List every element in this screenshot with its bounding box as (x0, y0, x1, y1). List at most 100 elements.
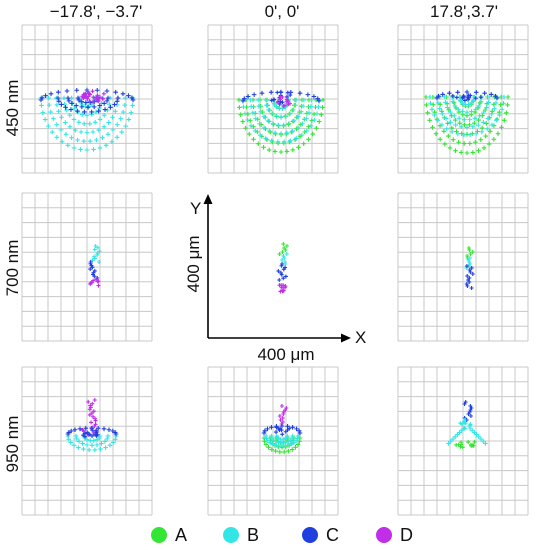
spot-marker (115, 95, 121, 101)
legend-swatch-a (151, 527, 167, 543)
spot-marker (241, 96, 247, 101)
spot-marker (283, 285, 288, 290)
spot-marker (280, 100, 285, 105)
spot-marker (483, 441, 488, 446)
spot-marker (461, 141, 467, 146)
axis-indicator: Y X 400 μm 400 μm (184, 194, 366, 364)
spot-marker (309, 97, 314, 103)
spot-marker (268, 90, 274, 95)
spot-marker (90, 129, 96, 135)
spot-marker (97, 95, 102, 100)
spot-marker (466, 412, 471, 416)
spot-marker (274, 433, 279, 439)
column-header-3: 17.8',3.7' (430, 2, 498, 21)
spot-marker (87, 138, 93, 144)
spot-marker (238, 112, 244, 117)
column-header-1: −17.8', −3.7' (50, 2, 143, 21)
spot-marker (501, 100, 506, 106)
spot-marker (110, 127, 116, 133)
spot-marker (314, 111, 320, 116)
spot-marker (280, 250, 285, 254)
spot-marker (87, 432, 92, 437)
spot-marker (314, 125, 319, 131)
spot-marker (435, 118, 441, 123)
spot-marker (278, 90, 283, 95)
spot-marker (288, 441, 294, 447)
spot-marker (295, 125, 301, 131)
spot-marker (464, 89, 470, 95)
spot-marker (281, 449, 287, 455)
spot-marker (99, 441, 104, 446)
spot-marker (312, 117, 317, 123)
spot-marker (281, 276, 286, 281)
spot-marker (453, 122, 458, 128)
spot-marker (92, 274, 97, 279)
spot-marker (478, 99, 484, 104)
spot-marker (248, 97, 253, 103)
legend-label-d: D (400, 525, 413, 545)
spot-marker (305, 92, 311, 97)
spot-marker (460, 95, 465, 100)
spot-marker (472, 116, 478, 121)
spot-marker (432, 112, 437, 118)
spot-marker (90, 401, 95, 406)
spot-marker (55, 95, 61, 101)
spot-marker (468, 408, 473, 412)
spot-marker (472, 439, 477, 444)
spot-marker (275, 90, 280, 95)
spot-marker (290, 147, 296, 153)
spot-marker (73, 433, 79, 439)
spot-marker (54, 102, 60, 108)
spot-marker (81, 446, 86, 452)
spot-marker (484, 105, 489, 110)
spot-marker (284, 130, 290, 136)
spot-marker (95, 279, 100, 284)
spot-marker (464, 109, 470, 115)
spot-marker (296, 145, 301, 150)
spot-marker (93, 418, 98, 423)
spot-marker (303, 116, 309, 121)
spot-marker (479, 129, 485, 135)
spot-marker (424, 102, 429, 108)
spot-marker (243, 125, 248, 131)
spot-marker (464, 282, 469, 286)
spot-marker (430, 124, 435, 130)
spot-marker (476, 117, 481, 123)
spot-marker (75, 137, 80, 143)
spot-marker (442, 141, 448, 147)
spot-marker (279, 263, 284, 268)
spot-marker (126, 117, 132, 122)
spot-marker (300, 103, 306, 109)
spot-marker (237, 105, 242, 110)
spot-marker (285, 90, 290, 95)
spot-marker (274, 113, 279, 119)
spot-marker (102, 439, 108, 444)
spot-marker (96, 283, 101, 288)
spot-marker (448, 109, 453, 115)
spot-marker (284, 149, 290, 154)
spot-marker (277, 252, 282, 256)
spot-marker (279, 423, 285, 429)
spot-marker (277, 449, 283, 455)
spot-marker (101, 91, 106, 96)
spot-marker (308, 123, 314, 129)
spot-marker (63, 104, 68, 110)
spot-marker (443, 100, 448, 105)
spot-marker (89, 411, 94, 416)
spot-marker (295, 114, 301, 120)
spot-marker (114, 134, 120, 140)
spot-marker (471, 443, 476, 448)
legend-swatch-d (376, 527, 392, 543)
spot-marker (281, 242, 286, 246)
spot-marker (73, 103, 79, 108)
spot-marker (286, 102, 291, 107)
spot-marker (456, 116, 462, 121)
spot-marker (65, 95, 71, 101)
spot-marker (43, 93, 48, 98)
spot-marker (266, 444, 271, 450)
spot-marker (71, 145, 77, 151)
spot-marker (467, 122, 472, 128)
spot-marker (467, 425, 473, 431)
spot-marker (97, 145, 103, 151)
spot-marker (429, 107, 435, 112)
